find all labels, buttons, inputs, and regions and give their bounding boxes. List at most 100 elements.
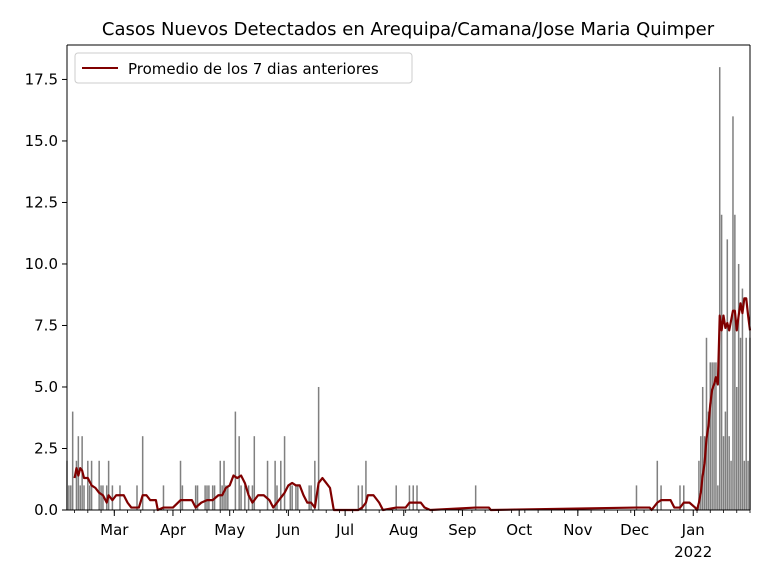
bar xyxy=(317,386,320,510)
bar xyxy=(181,485,184,510)
x-tick-label: Mar xyxy=(100,521,129,539)
y-tick-label: 0.0 xyxy=(34,501,58,519)
chart-title: Casos Nuevos Detectados en Arequipa/Cama… xyxy=(102,19,715,40)
bar xyxy=(297,485,299,510)
bar xyxy=(747,460,749,510)
bar xyxy=(713,362,715,510)
bar xyxy=(728,436,730,510)
bar xyxy=(251,485,254,510)
axes-layer: 0.0 2.5 5.0 7.5 10.0 12.5 15.0 17.5 Mar Apr May Jun… xyxy=(25,44,751,561)
y-tick-label: 15.0 xyxy=(25,132,58,150)
bar xyxy=(291,485,293,510)
bar xyxy=(726,239,729,510)
bar xyxy=(357,485,360,510)
x-tick-label: Apr xyxy=(160,521,187,539)
bar xyxy=(223,460,225,510)
bar xyxy=(105,485,108,510)
y-tick-label: 12.5 xyxy=(25,193,58,211)
bar xyxy=(88,485,91,510)
x-tick-year-label: 2022 xyxy=(674,543,712,561)
x-tick-label: Aug xyxy=(389,521,418,539)
bar xyxy=(705,337,708,510)
bar xyxy=(280,460,282,510)
bar xyxy=(416,485,418,510)
bar xyxy=(247,485,250,510)
bar xyxy=(68,485,70,510)
bar xyxy=(703,436,706,510)
bar xyxy=(83,485,85,510)
bar xyxy=(194,485,197,510)
legend: Promedio de los 7 dias anteriores xyxy=(74,52,413,84)
bar xyxy=(70,485,72,510)
line-layer xyxy=(73,297,752,512)
bar xyxy=(739,337,742,510)
bar xyxy=(412,485,414,510)
bar xyxy=(715,362,717,510)
bar xyxy=(365,460,367,510)
bar xyxy=(741,288,744,510)
x-tick-label: Sep xyxy=(448,521,476,539)
bar xyxy=(240,485,242,510)
y-tick-label: 7.5 xyxy=(34,316,58,334)
bar xyxy=(314,460,316,510)
x-tick-label: Oct xyxy=(506,521,532,539)
bar xyxy=(720,214,723,510)
bar xyxy=(361,485,363,510)
bar xyxy=(219,460,221,510)
bar xyxy=(211,485,214,510)
bar xyxy=(162,485,165,510)
bar xyxy=(701,386,704,510)
y-tick-label: 2.5 xyxy=(34,439,58,457)
bar xyxy=(656,460,659,510)
bar xyxy=(234,411,237,510)
bar xyxy=(734,214,736,510)
legend-label: Promedio de los 7 dias anteriores xyxy=(128,60,379,78)
bar xyxy=(102,485,104,510)
bar xyxy=(204,485,206,510)
bar xyxy=(179,460,182,510)
bar xyxy=(730,460,732,510)
bar xyxy=(709,362,712,510)
y-tick-label: 17.5 xyxy=(25,70,58,88)
bar xyxy=(295,485,297,510)
bar xyxy=(408,485,411,510)
bar xyxy=(141,436,144,510)
bar xyxy=(206,485,208,510)
bar xyxy=(75,460,78,510)
bar xyxy=(208,485,210,510)
x-tick-label: Dec xyxy=(620,521,649,539)
bar xyxy=(274,460,276,510)
bar xyxy=(289,485,292,510)
bar xyxy=(87,460,89,510)
bar xyxy=(79,485,81,510)
average-line xyxy=(73,297,752,512)
bar xyxy=(119,485,121,510)
bars-layer xyxy=(66,67,751,510)
bar xyxy=(238,436,240,510)
y-tick-label: 10.0 xyxy=(25,255,58,273)
bar xyxy=(266,460,269,510)
bar xyxy=(700,436,702,510)
bar xyxy=(308,485,310,510)
x-tick-label: Jun xyxy=(276,521,300,539)
bar xyxy=(227,485,229,510)
x-tick-label: Nov xyxy=(563,521,592,539)
bar xyxy=(253,436,256,510)
y-tick-label: 5.0 xyxy=(34,378,58,396)
bar xyxy=(221,485,223,510)
bar xyxy=(196,485,199,510)
bar xyxy=(683,485,685,510)
bar xyxy=(717,485,719,510)
bar xyxy=(707,411,710,510)
bar xyxy=(98,460,100,510)
bar xyxy=(745,337,747,510)
x-tick-label: Jul xyxy=(335,521,354,539)
x-tick-label: Jan xyxy=(681,521,705,539)
bar xyxy=(136,485,138,510)
bar xyxy=(100,485,102,510)
bar xyxy=(107,460,110,510)
bar xyxy=(283,436,286,510)
bar xyxy=(310,485,312,510)
